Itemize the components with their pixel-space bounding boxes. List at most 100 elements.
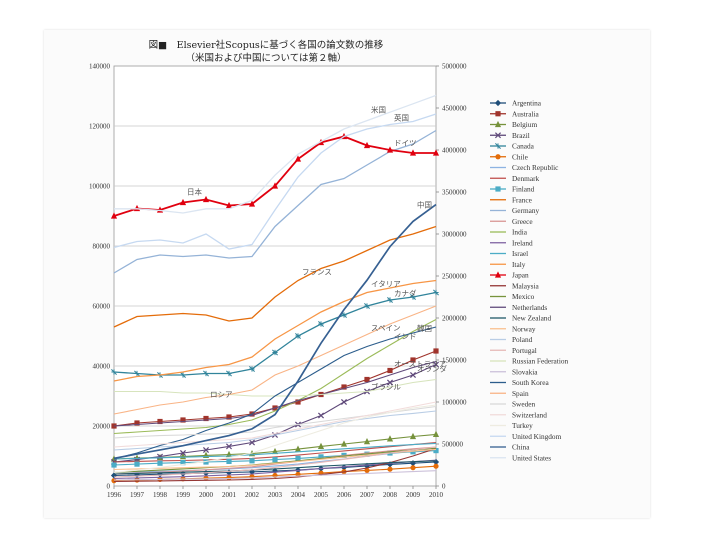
point-canada [364,303,370,309]
x-tick-label: 2004 [291,491,306,499]
legend-label-slovakia: Slovakia [512,367,538,376]
legend-marker-brazil [494,132,502,139]
annotation-label: カナダ [394,288,417,298]
point-brazil [340,398,348,406]
point-argentina [340,464,348,471]
point-japan [432,149,440,156]
legend-label-south-korea: South Korea [512,378,549,387]
annotation-label: 米国 [371,105,386,115]
annotation-label: スペイン [371,324,400,333]
x-tick-label: 1996 [107,491,122,499]
point-canada [249,366,255,372]
point-belgium [432,430,440,437]
series-line-slovakia [113,470,437,481]
x-tick-label: 2005 [314,491,329,499]
legend-label-switzerland: Switzerland [512,410,547,419]
y-left-tick-label: 40000 [93,363,111,371]
y-right-tick-label: 4000000 [442,147,467,155]
series-line-united-states [114,94,437,214]
point-brazil [248,439,256,446]
point-chile [387,466,393,472]
series-line-portugal [113,446,437,478]
point-argentina [133,471,141,478]
series-line-united-kingdom [113,113,437,250]
point-finland [433,448,439,454]
legend-marker-finland [495,186,501,192]
legend-label-japan: Japan [512,271,529,280]
annotation-label: インド [394,332,417,341]
series-line-new-zealand [113,460,437,475]
point-canada [111,369,117,375]
legend-label-mexico: Mexico [512,292,535,301]
legend-label-ireland: Ireland [512,238,533,247]
point-chile [364,467,370,473]
point-chile [203,475,209,481]
chart-title: 図■ Elsevier社Scopusに基づく各国の論文数の推移 [149,39,384,51]
legend-label-israel: Israel [512,249,528,258]
point-belgium [340,440,348,447]
x-tick-label: 2000 [199,491,214,499]
legend-label-portugal: Portugal [512,346,537,355]
slide-frame: 図■ Elsevier社Scopusに基づく各国の論文数の推移 （米国および中国… [44,30,650,518]
legend-marker-chile [495,154,501,160]
annotation-label: ロシア [210,390,233,399]
legend-label-china: China [512,443,530,452]
y-right-tick-label: 4500000 [442,105,467,113]
point-chile [249,474,255,480]
point-japan [179,198,187,206]
legend-marker-australia [495,111,501,117]
series-line-malaysia [113,447,437,483]
y-right-tick-label: 0 [442,483,446,491]
point-canada [433,289,439,296]
series-line-denmark [113,441,437,463]
annotation-label: 日本 [187,187,202,197]
legend-label-turkey: Turkey [512,421,533,430]
x-tick-label: 2008 [383,491,398,499]
series-line-spain [113,305,437,415]
legend-label-netherlands: Netherlands [512,303,547,312]
legend-label-denmark: Denmark [512,174,540,183]
point-japan [225,201,233,209]
legend-label-poland: Poland [512,335,533,344]
point-canada [295,333,301,339]
point-belgium [409,432,417,440]
y-right-tick-label: 2000000 [442,315,467,323]
point-australia [410,357,416,363]
legend-label-india: India [512,228,528,237]
y-right-tick-label: 1500000 [442,357,467,365]
series-line-israel [113,442,437,460]
point-brazil [432,361,440,368]
point-belgium [363,438,371,445]
legend-label-new-zealand: New Zealand [512,314,551,323]
annotation-label: イタリア [371,280,401,289]
annotation-label: ドイツ [394,139,417,148]
point-brazil [317,412,325,419]
point-australia [433,348,439,354]
x-tick-label: 2003 [268,491,283,499]
legend-label-france: France [512,195,532,204]
point-japan [271,182,279,189]
legend-label-sweden: Sweden [512,400,535,409]
point-australia [180,417,186,423]
point-japan [363,141,371,149]
legend-label-malaysia: Malaysia [512,281,540,290]
point-finland [180,460,186,466]
legend-label-united-states: United States [512,453,551,462]
point-canada [318,321,324,327]
series-line-france [113,225,437,328]
series-line-switzerland [113,401,437,448]
legend-label-germany: Germany [512,206,540,215]
point-japan [386,146,394,153]
y-right-tick-label: 2500000 [442,273,467,281]
chart: 図■ Elsevier社Scopusに基づく各国の論文数の推移 （米国および中国… [89,39,568,499]
point-canada [180,372,186,378]
x-tick-label: 1997 [130,491,145,499]
point-canada [226,370,232,377]
y-left-tick-label: 120000 [89,123,111,131]
point-belgium [386,435,394,442]
y-left-tick-label: 0 [107,483,111,491]
series-line-germany [113,129,437,274]
point-finland [157,460,163,466]
legend-marker-japan [494,271,502,278]
point-brazil [225,443,233,450]
